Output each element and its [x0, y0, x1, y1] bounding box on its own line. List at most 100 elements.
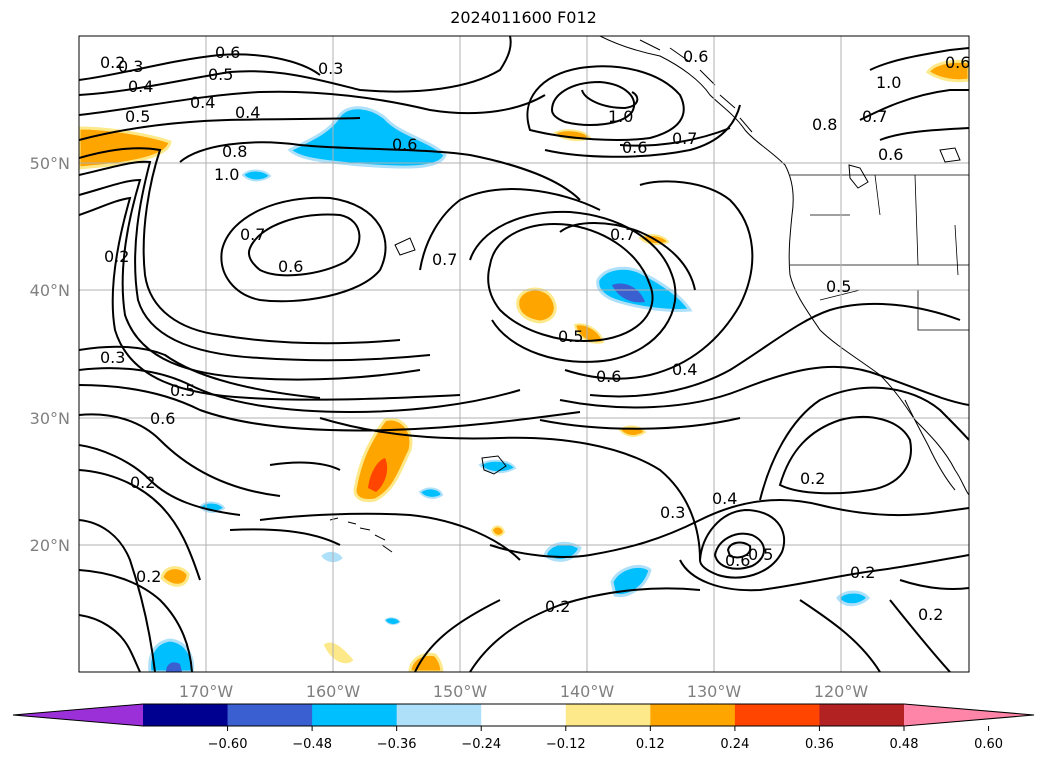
contour-label: 0.6 — [150, 409, 175, 428]
colorbar-segment — [396, 704, 482, 726]
contour-label: 0.5 — [748, 545, 773, 564]
colorbar-segment — [650, 704, 736, 726]
lon-label: 140°W — [560, 682, 615, 701]
contour-label: 0.6 — [683, 47, 708, 66]
shade-negative — [241, 169, 272, 182]
colorbar: −0.60 −0.48 −0.36 −0.24 −0.12 0.12 0.24 0.36 0.4… — [12, 703, 1035, 752]
contour-label: 0.3 — [118, 57, 143, 76]
contour-label-group: 0.2 0.3 0.4 0.5 0.6 0.3 0.4 0.4 0.5 0.8 … — [100, 43, 970, 624]
shade-extreme — [368, 458, 388, 492]
contour-label: 0.2 — [136, 567, 161, 586]
lon-label: 130°W — [687, 682, 742, 701]
contour-label: 0.4 — [235, 103, 260, 122]
colorbar-segment — [734, 704, 820, 726]
contour-label: 0.5 — [125, 107, 150, 126]
colorbar-tick-label: −0.36 — [377, 737, 417, 752]
contour-label: 0.6 — [878, 145, 903, 164]
shade-negative — [321, 551, 343, 563]
contour-label: 0.3 — [100, 348, 125, 367]
lat-label: 40°N — [30, 281, 70, 300]
shade-negative — [384, 617, 401, 625]
contour-label: 0.8 — [222, 142, 247, 161]
colorbar-tick-label: 0.12 — [636, 737, 665, 752]
shade-negative — [148, 638, 195, 672]
map-area: 0.2 0.3 0.4 0.5 0.6 0.3 0.4 0.4 0.5 0.8 … — [79, 36, 970, 672]
colorbar-extend-low — [13, 704, 143, 726]
shade-positive — [490, 525, 506, 537]
contour-label: 0.2 — [104, 247, 129, 266]
contour-label: 0.5 — [558, 327, 583, 346]
shade-negative — [287, 106, 447, 169]
shade-negative — [418, 487, 444, 499]
contour-label: 0.2 — [918, 605, 943, 624]
colorbar-tick-label: −0.48 — [292, 737, 332, 752]
contour-label: 0.4 — [128, 77, 153, 96]
contour-label: 0.3 — [318, 59, 343, 78]
gridlines — [79, 36, 969, 672]
colorbar-tick-label: 0.36 — [805, 737, 834, 752]
colorbar-outline — [12, 703, 1035, 727]
colorbar-tick-label: 0.24 — [720, 737, 749, 752]
lat-label: 20°N — [30, 536, 70, 555]
contour-label: 0.6 — [596, 367, 621, 386]
contour-label: 0.7 — [610, 225, 635, 244]
shade-negative — [612, 283, 645, 303]
latitude-labels: 50°N 40°N 30°N 20°N — [30, 154, 70, 555]
contour-label: 0.6 — [725, 551, 750, 570]
colorbar-segment — [312, 704, 398, 726]
contour-label: 0.3 — [660, 503, 685, 522]
shade-positive — [79, 126, 172, 170]
shade-positive — [323, 642, 354, 664]
lon-label: 170°W — [179, 682, 234, 701]
coastlines — [394, 36, 969, 496]
contour-label: 0.5 — [170, 381, 195, 400]
shade-negative — [836, 590, 870, 607]
shade-positive — [925, 59, 969, 83]
colorbar-tick-label: −0.12 — [546, 737, 586, 752]
islands — [329, 455, 507, 553]
contour-label: 0.2 — [100, 53, 125, 72]
contour-label: 0.4 — [672, 360, 697, 379]
colorbar-segment — [143, 704, 229, 726]
contour-label: 0.6 — [392, 135, 417, 154]
contour-label: 0.6 — [945, 53, 970, 72]
lon-label: 150°W — [433, 682, 488, 701]
longitude-labels: 170°W 160°W 150°W 140°W 130°W 120°W — [179, 682, 869, 701]
contour-lines — [79, 36, 969, 672]
contour-label: 0.4 — [190, 93, 215, 112]
contour-label: 0.5 — [826, 277, 851, 296]
shade-negative — [610, 565, 652, 598]
contour-label: 0.6 — [215, 43, 240, 62]
lat-label: 30°N — [30, 409, 70, 428]
contour-label: 1.0 — [608, 107, 633, 126]
lon-label: 120°W — [814, 682, 869, 701]
shade-positive — [160, 566, 190, 587]
shade-negative — [478, 459, 517, 474]
lat-label: 50°N — [30, 154, 70, 173]
shade-positive — [516, 287, 557, 324]
contour-label: 0.7 — [672, 129, 697, 148]
contour-label: 1.0 — [876, 73, 901, 92]
contour-label: 0.7 — [240, 225, 265, 244]
shade-negative-strong — [166, 662, 182, 672]
colorbar-tick-label: −0.60 — [208, 737, 248, 752]
shade-negative — [596, 266, 693, 312]
map-title: 2024011600 F012 — [450, 8, 597, 27]
contour-label: 0.7 — [862, 107, 887, 126]
contour-label: 0.7 — [432, 250, 457, 269]
colorbar-tick-label: −0.24 — [461, 737, 501, 752]
contour-label: 0.8 — [812, 115, 837, 134]
contour-label: 1.0 — [214, 165, 239, 184]
contour-label: 0.6 — [278, 257, 303, 276]
colorbar-segment — [565, 704, 651, 726]
contour-label: 0.2 — [800, 469, 825, 488]
contour-label: 0.2 — [130, 473, 155, 492]
map-frame — [78, 35, 970, 673]
shade-positive — [573, 323, 605, 344]
colorbar-segment — [227, 704, 313, 726]
contour-label: 0.6 — [622, 138, 647, 157]
colorbar-segment — [481, 704, 567, 726]
colorbar-extend-high — [904, 704, 1034, 726]
contour-label: 0.2 — [850, 563, 875, 582]
